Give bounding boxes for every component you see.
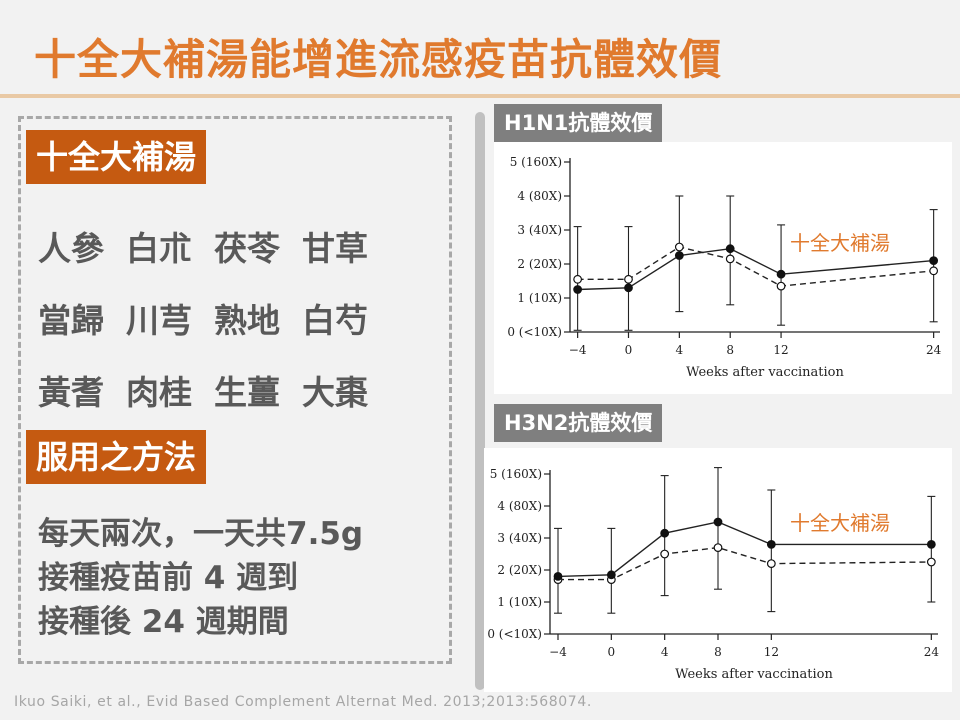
x-tick-label: 4	[676, 343, 684, 357]
citation: Ikuo Saiki, et al., Evid Based Complemen…	[14, 694, 592, 710]
method-heading: 服用之方法	[26, 430, 207, 484]
y-tick-label: 4 (80X)	[497, 499, 542, 513]
x-tick-label: 4	[661, 645, 669, 659]
h1n1-chart-label: H1N1抗體效價	[494, 104, 663, 142]
x-tick-label: 24	[924, 645, 940, 659]
herb-name: 白芍	[302, 301, 368, 340]
treatment-data-point	[573, 285, 583, 294]
x-tick-label: 12	[773, 343, 788, 357]
control-data-point	[926, 557, 936, 567]
y-tick-label: 5 (160X)	[510, 155, 562, 169]
h3n2-chart-label: H3N2抗體效價	[494, 404, 663, 442]
h1n1-chart: 0 (<10X) 1 (10X) 2 (20X) 3 (40X) 4 (80X) 5 (1…	[507, 155, 942, 380]
herb-row-3: 黃耆 肉桂 生薑 大棗	[38, 366, 390, 414]
control-data-point	[766, 559, 776, 568]
x-axis-label: Weeks after vaccination	[675, 667, 833, 682]
herb-row-1: 人參 白朮 茯苓 甘草	[38, 222, 390, 270]
herb-name: 生薑	[214, 373, 280, 412]
herb-name: 甘草	[302, 229, 368, 268]
y-tick-label: 4 (80X)	[517, 189, 562, 203]
x-tick-label: 24	[926, 343, 942, 357]
y-tick-label: 1 (10X)	[497, 595, 542, 609]
y-tick-label: 0 (<10X)	[487, 627, 542, 641]
x-tick-label: 0	[608, 645, 616, 659]
treatment-series-line	[577, 247, 934, 291]
y-tick-label: 3 (40X)	[497, 531, 542, 545]
treatment-data-point	[776, 269, 786, 279]
control-data-point	[660, 549, 670, 559]
h1n1-chart-panel: 0 (<10X) 1 (10X) 2 (20X) 3 (40X) 4 (80X) 5 (1…	[494, 142, 952, 394]
slide-title: 十全大補湯能增進流感疫苗抗體效價	[34, 35, 723, 84]
treatment-data-point	[713, 517, 723, 527]
herb-name: 當歸	[38, 301, 104, 340]
y-tick-label: 1 (10X)	[517, 291, 562, 305]
herb-name: 白朮	[126, 229, 192, 268]
method-line-3: 接種後 24 週期間	[38, 604, 289, 640]
herb-name: 熟地	[214, 301, 280, 340]
control-data-point	[725, 254, 735, 264]
herb-name: 人參	[38, 229, 104, 268]
y-tick-label: 0 (<10X)	[507, 325, 562, 339]
control-data-point	[713, 543, 723, 552]
x-tick-label: 8	[714, 645, 722, 659]
treatment-data-point	[660, 528, 670, 538]
herb-name: 黃耆	[38, 373, 104, 412]
treatment-data-point	[553, 571, 563, 581]
x-tick-label: −4	[569, 343, 587, 357]
control-series-line	[577, 246, 934, 287]
x-axis-label: Weeks after vaccination	[686, 365, 844, 380]
herb-name: 大棗	[302, 373, 368, 412]
series-annotation: 十全大補湯	[790, 511, 890, 535]
treatment-data-point	[674, 251, 684, 260]
control-data-point	[674, 242, 684, 252]
h3n2-chart-panel: 0 (<10X) 1 (10X) 2 (20X) 3 (40X) 4 (80X) 5 (1…	[484, 448, 952, 692]
treatment-data-point	[766, 539, 776, 549]
treatment-data-point	[725, 244, 735, 254]
control-data-point	[929, 266, 939, 276]
method-line-1: 每天兩次，一天共7.5g	[38, 516, 364, 552]
treatment-data-point	[624, 283, 633, 293]
x-tick-label: 12	[764, 645, 779, 659]
scroll-divider	[475, 112, 485, 690]
regimen-panel	[18, 116, 452, 664]
treatment-series-line	[557, 521, 932, 578]
y-tick-label: 2 (20X)	[517, 257, 562, 271]
title-underline	[0, 94, 960, 98]
herb-row-2: 當歸 川芎 熟地 白芍	[38, 294, 390, 342]
x-tick-label: −4	[549, 645, 567, 659]
treatment-data-point	[929, 256, 939, 265]
control-data-point	[624, 274, 633, 284]
control-data-point	[776, 281, 786, 291]
y-tick-label: 2 (20X)	[497, 563, 542, 577]
x-tick-label: 8	[726, 343, 734, 357]
herbs-heading: 十全大補湯	[26, 130, 207, 184]
method-line-2: 接種疫苗前 4 週到	[38, 560, 299, 596]
control-data-point	[573, 274, 583, 284]
control-series-line	[558, 546, 932, 581]
y-tick-label: 3 (40X)	[517, 223, 562, 237]
series-annotation: 十全大補湯	[790, 231, 890, 255]
treatment-data-point	[926, 539, 936, 549]
herb-name: 肉桂	[126, 373, 192, 412]
herb-name: 茯苓	[214, 229, 280, 268]
x-tick-label: 0	[625, 343, 633, 357]
y-tick-label: 5 (160X)	[490, 467, 542, 481]
herb-name: 川芎	[126, 301, 192, 340]
treatment-data-point	[606, 570, 616, 580]
h3n2-chart: 0 (<10X) 1 (10X) 2 (20X) 3 (40X) 4 (80X) 5 (1…	[487, 467, 940, 682]
